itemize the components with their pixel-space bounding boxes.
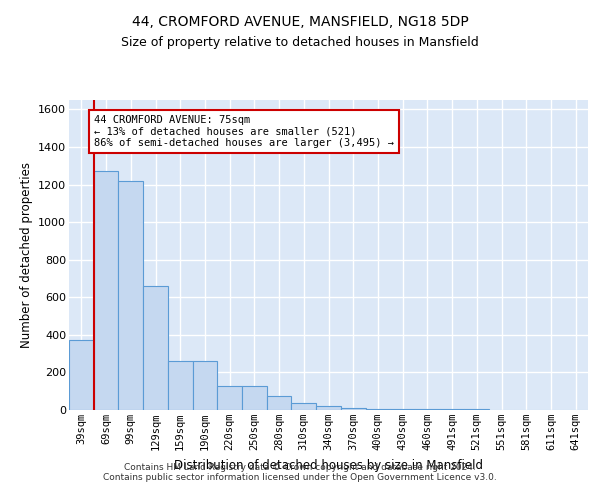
Bar <box>267 396 292 410</box>
Y-axis label: Number of detached properties: Number of detached properties <box>20 162 32 348</box>
Bar <box>118 181 143 410</box>
Bar <box>217 386 242 410</box>
Bar <box>365 409 390 410</box>
Bar <box>168 361 193 410</box>
Bar <box>69 340 94 410</box>
Bar <box>242 386 267 410</box>
Bar <box>193 361 217 410</box>
X-axis label: Distribution of detached houses by size in Mansfield: Distribution of detached houses by size … <box>174 458 483 471</box>
Text: 44 CROMFORD AVENUE: 75sqm
← 13% of detached houses are smaller (521)
86% of semi: 44 CROMFORD AVENUE: 75sqm ← 13% of detac… <box>94 115 394 148</box>
Text: Contains HM Land Registry data © Crown copyright and database right 2024.
Contai: Contains HM Land Registry data © Crown c… <box>103 463 497 482</box>
Bar <box>390 409 415 410</box>
Bar <box>94 172 118 410</box>
Bar <box>143 286 168 410</box>
Text: 44, CROMFORD AVENUE, MANSFIELD, NG18 5DP: 44, CROMFORD AVENUE, MANSFIELD, NG18 5DP <box>131 16 469 30</box>
Bar <box>341 408 365 410</box>
Bar <box>415 409 440 410</box>
Bar <box>292 404 316 410</box>
Text: Size of property relative to detached houses in Mansfield: Size of property relative to detached ho… <box>121 36 479 49</box>
Bar <box>316 406 341 410</box>
